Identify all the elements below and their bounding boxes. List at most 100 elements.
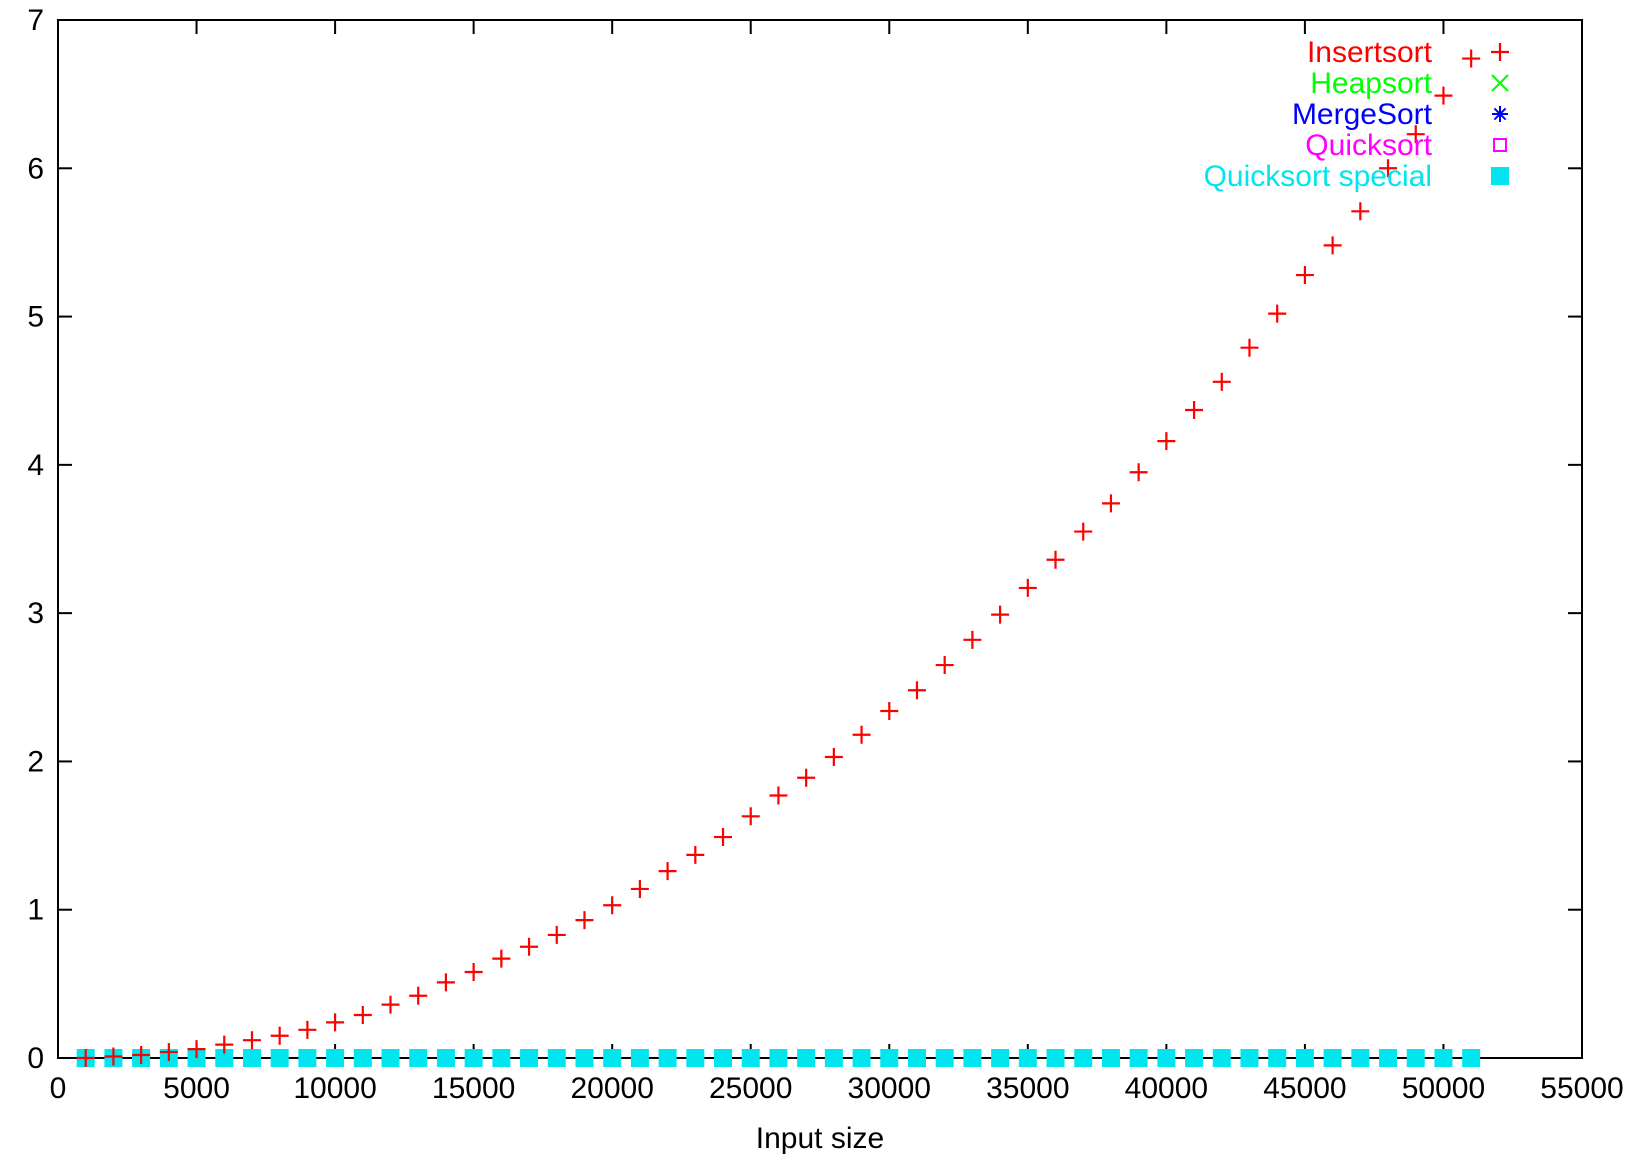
data-point bbox=[1212, 1049, 1231, 1067]
data-point bbox=[1462, 49, 1481, 68]
data-point bbox=[991, 605, 1010, 624]
plot-frame bbox=[57, 19, 1583, 1059]
y-tick-label: 2 bbox=[27, 745, 44, 778]
data-point bbox=[1434, 86, 1453, 105]
data-point bbox=[1046, 1049, 1065, 1067]
legend-marker bbox=[1491, 43, 1509, 61]
data-point bbox=[159, 1043, 178, 1062]
data-point bbox=[1101, 494, 1120, 513]
y-tick-label: 1 bbox=[27, 894, 44, 927]
data-point bbox=[935, 656, 954, 675]
x-tick-label: 40000 bbox=[1125, 1072, 1208, 1105]
data-point bbox=[1018, 578, 1037, 597]
data-point bbox=[575, 911, 594, 930]
data-point bbox=[464, 962, 483, 981]
data-point bbox=[298, 1049, 317, 1067]
legend-marker bbox=[1493, 138, 1507, 152]
data-point bbox=[1268, 1049, 1287, 1067]
data-point bbox=[215, 1049, 234, 1067]
x-axis-title: Input size bbox=[756, 1122, 884, 1155]
legend-marker bbox=[1491, 74, 1509, 92]
data-point bbox=[769, 786, 788, 805]
legend-marker bbox=[1492, 106, 1508, 122]
data-point bbox=[492, 949, 511, 968]
data-point bbox=[1240, 338, 1259, 357]
x-tick-label: 55000 bbox=[1540, 1072, 1623, 1105]
data-point bbox=[381, 995, 400, 1014]
x-tick-label: 25000 bbox=[709, 1072, 792, 1105]
data-point bbox=[1046, 550, 1065, 569]
x-tick-label: 0 bbox=[50, 1072, 67, 1105]
data-point bbox=[1018, 1049, 1037, 1067]
x-tick-label: 10000 bbox=[293, 1072, 376, 1105]
data-point bbox=[1379, 1049, 1398, 1067]
x-tick-label: 30000 bbox=[848, 1072, 931, 1105]
data-point bbox=[1323, 236, 1342, 255]
data-point bbox=[1074, 522, 1093, 541]
data-point bbox=[1351, 202, 1370, 221]
data-point bbox=[1295, 266, 1314, 285]
axes-layer: 0 5000 10000 15000 20000 25000 30000 35000 40000… bbox=[27, 4, 1623, 1105]
data-point bbox=[714, 1049, 733, 1067]
data-point bbox=[658, 1049, 677, 1067]
x-tick-label: 45000 bbox=[1263, 1072, 1346, 1105]
data-point bbox=[1268, 304, 1287, 323]
data-point bbox=[852, 725, 871, 744]
y-tick-label: 5 bbox=[27, 301, 44, 334]
data-point bbox=[741, 807, 760, 826]
series-layer bbox=[76, 49, 1481, 1067]
data-point bbox=[242, 1031, 261, 1050]
data-point bbox=[575, 1049, 594, 1067]
legend: InsertsortHeapsortMergeSortQuicksortQuic… bbox=[1204, 36, 1509, 193]
legend-label: Heapsort bbox=[1310, 67, 1432, 100]
data-point bbox=[436, 973, 455, 992]
y-tick-label: 0 bbox=[27, 1042, 44, 1075]
data-point bbox=[464, 1049, 483, 1067]
data-point bbox=[187, 1040, 206, 1059]
data-point bbox=[852, 1049, 871, 1067]
x-tick-label: 50000 bbox=[1402, 1072, 1485, 1105]
data-point bbox=[1295, 1049, 1314, 1067]
data-point bbox=[1157, 1049, 1176, 1067]
data-point bbox=[547, 1049, 566, 1067]
data-point bbox=[769, 1049, 788, 1067]
data-point bbox=[907, 681, 926, 700]
data-point bbox=[1129, 463, 1148, 482]
data-point bbox=[935, 1049, 954, 1067]
data-point bbox=[630, 879, 649, 898]
legend-label: Quicksort special bbox=[1204, 160, 1432, 193]
data-point bbox=[991, 1049, 1010, 1067]
data-point bbox=[1434, 1049, 1453, 1067]
data-point bbox=[1351, 1049, 1370, 1067]
data-point bbox=[686, 845, 705, 864]
data-point bbox=[824, 747, 843, 766]
data-point bbox=[298, 1020, 317, 1039]
y-tick-label: 6 bbox=[27, 152, 44, 185]
data-point bbox=[1323, 1049, 1342, 1067]
data-point bbox=[353, 1049, 372, 1067]
data-point bbox=[963, 1049, 982, 1067]
series-insertsort bbox=[76, 49, 1481, 1067]
data-point bbox=[714, 828, 733, 847]
y-tick-label: 7 bbox=[27, 4, 44, 37]
data-point bbox=[381, 1049, 400, 1067]
data-point bbox=[907, 1049, 926, 1067]
y-tick-label: 3 bbox=[27, 597, 44, 630]
data-point bbox=[132, 1046, 151, 1065]
data-point bbox=[104, 1047, 123, 1066]
legend-label: Insertsort bbox=[1307, 36, 1433, 69]
data-point bbox=[1406, 1049, 1425, 1067]
data-point bbox=[409, 986, 428, 1005]
x-tick-label: 35000 bbox=[986, 1072, 1069, 1105]
data-point bbox=[797, 768, 816, 787]
series-quicksort-special bbox=[76, 1049, 1481, 1067]
data-point bbox=[686, 1049, 705, 1067]
x-tick-label: 15000 bbox=[432, 1072, 515, 1105]
data-point bbox=[880, 702, 899, 721]
data-point bbox=[1406, 125, 1425, 144]
data-point bbox=[270, 1026, 289, 1045]
data-point bbox=[520, 1049, 539, 1067]
y-tick-label: 4 bbox=[27, 449, 44, 482]
